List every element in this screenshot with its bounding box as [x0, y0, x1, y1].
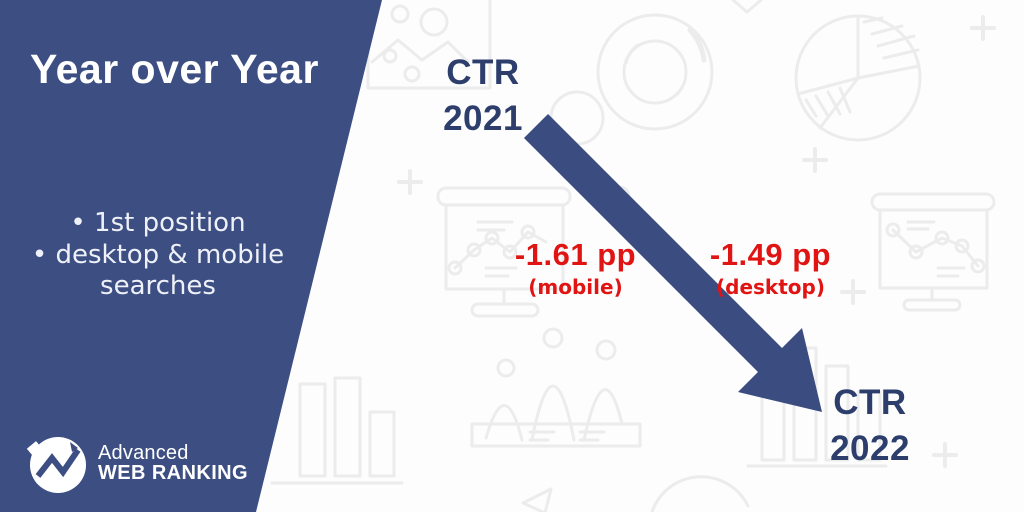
- ctr-start-year: 2021: [443, 98, 523, 138]
- pie-chart-doodle: [794, 14, 922, 142]
- list-item: • 1st position: [8, 208, 308, 240]
- donut-chart-doodle: [596, 13, 714, 131]
- ctr-start-metric: CTR: [446, 53, 520, 92]
- logo-wordmark: Advanced WEB RANKING: [98, 441, 248, 484]
- mobile-delta-value: -1.61 pp: [514, 237, 637, 272]
- desktop-delta-segment: (desktop): [716, 275, 825, 299]
- desktop-delta: -1.49 pp (desktop): [683, 237, 858, 299]
- curve-chart-doodle: [470, 327, 642, 448]
- globe-arrow-logo-icon: [26, 437, 86, 493]
- desktop-delta-value: -1.49 pp: [709, 237, 832, 272]
- bullet-marker: •: [31, 239, 48, 270]
- page-title: Year over Year: [30, 46, 319, 92]
- bar-chart-left-doodle: [270, 376, 404, 485]
- bullet-list: • 1st position • desktop & mobile search…: [8, 208, 308, 303]
- plus-sign-doodles: [397, 15, 996, 468]
- presentation-board-right-doodle: [870, 192, 996, 312]
- mobile-delta: -1.61 pp (mobile): [488, 237, 663, 299]
- mobile-delta-segment: (mobile): [528, 275, 623, 299]
- logo-line-2: WEB RANKING: [98, 462, 248, 484]
- ctr-2022-label: CTR 2022: [800, 380, 940, 471]
- list-item: • desktop & mobile searches: [8, 240, 308, 303]
- logo-line-1: Advanced: [98, 441, 189, 464]
- ctr-2021-label: CTR 2021: [413, 50, 553, 141]
- ctr-end-year: 2022: [830, 428, 910, 468]
- bullet-label: 1st position: [94, 208, 246, 238]
- advanced-web-ranking-logo: Advanced WEB RANKING: [26, 432, 248, 494]
- ctr-end-metric: CTR: [833, 383, 907, 422]
- bullet-label: desktop & mobile searches: [55, 239, 285, 302]
- bullet-marker: •: [70, 208, 86, 238]
